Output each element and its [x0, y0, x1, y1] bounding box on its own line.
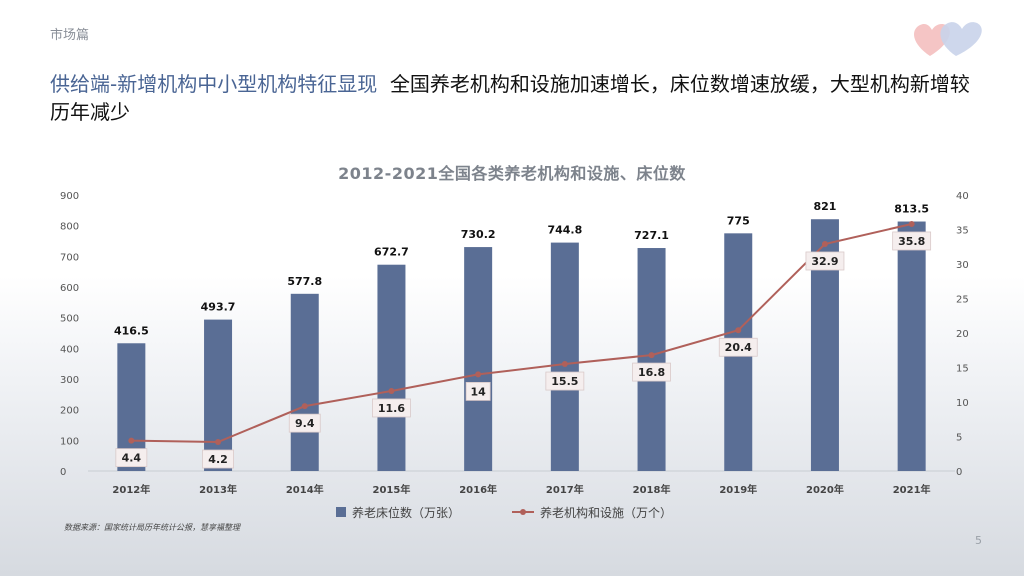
- bar: [550, 242, 579, 471]
- page-number: 5: [975, 534, 982, 547]
- line-data-label: 11.6: [378, 402, 405, 415]
- data-source-note: 数据来源：国家统计局历年统计公报，慧享福整理: [64, 523, 240, 532]
- line-label-box: [892, 231, 932, 251]
- line-data-label: 4.4: [122, 452, 142, 465]
- y-right-tick-label: 0: [956, 467, 962, 478]
- x-tick-label: 2012年: [112, 483, 150, 496]
- bar: [897, 221, 926, 471]
- chart-title: 2012-2021全国各类养老机构和设施、床位数: [338, 164, 686, 183]
- x-tick-label: 2021年: [893, 483, 931, 496]
- y-right-tick-label: 40: [956, 191, 969, 202]
- line-point: [561, 361, 568, 368]
- line-point: [388, 387, 395, 394]
- x-tick-label: 2014年: [286, 483, 324, 496]
- line-data-label: 4.2: [208, 453, 228, 466]
- line-label-box: [805, 251, 845, 271]
- y-right-tick-label: 30: [956, 260, 969, 271]
- line-point: [908, 220, 915, 227]
- bar: [204, 319, 233, 471]
- line-label-box: [545, 371, 585, 391]
- x-tick-label: 2018年: [633, 483, 671, 496]
- line-label-box: [288, 413, 321, 433]
- line-label-box: [115, 448, 148, 468]
- bar-data-label: 730.2: [461, 228, 496, 241]
- line-point: [735, 327, 742, 334]
- y-left-tick-label: 500: [60, 314, 79, 325]
- y-right-tick-label: 15: [956, 364, 969, 375]
- x-tick-label: 2020年: [806, 483, 844, 496]
- background-cityscape: [0, 276, 1024, 576]
- headline-body: 全国养老机构和设施加速增长，床位数增速放缓，大型机构新增较历年减少: [50, 72, 970, 124]
- bar-data-label: 775: [727, 214, 750, 227]
- y-right-tick-label: 35: [956, 226, 969, 237]
- y-left-tick-label: 900: [60, 191, 79, 202]
- headline-accent: 供给端-新增机构中小型机构特征显现: [50, 72, 378, 96]
- line-data-label: 35.8: [898, 235, 925, 248]
- line-point: [648, 352, 655, 359]
- line-point: [475, 371, 482, 378]
- y-left-tick-label: 100: [60, 436, 79, 447]
- bar-data-label: 577.8: [287, 275, 322, 288]
- x-tick-label: 2019年: [719, 483, 757, 496]
- x-tick-label: 2015年: [373, 483, 411, 496]
- y-right-tick-label: 20: [956, 329, 969, 340]
- bar-data-label: 672.7: [374, 246, 409, 259]
- x-tick-label: 2016年: [459, 483, 497, 496]
- y-left-tick-label: 700: [60, 252, 79, 263]
- bar-data-label: 727.1: [634, 229, 669, 242]
- line-data-label: 32.9: [811, 255, 838, 268]
- legend-swatch-bar: [336, 507, 346, 517]
- bar: [377, 264, 406, 471]
- y-right-tick-label: 5: [956, 433, 962, 444]
- line-label-box: [372, 398, 411, 418]
- line-point: [215, 439, 222, 446]
- bar: [290, 293, 319, 471]
- combo-chart: 0 100 200 300 400 500 600 700 800 900 0 5 10 15 20 25 30…: [60, 191, 969, 520]
- bar-data-label: 493.7: [201, 301, 236, 314]
- y-left-tick-label: 300: [60, 375, 79, 386]
- line-data-label: 20.4: [725, 341, 752, 354]
- x-tick-label: 2013年: [199, 483, 237, 496]
- line-data-label: 9.4: [295, 417, 315, 430]
- bar: [464, 247, 493, 471]
- x-tick-label: 2017年: [546, 483, 584, 496]
- y-left-tick-label: 400: [60, 344, 79, 355]
- bar: [637, 248, 666, 471]
- line-point: [301, 403, 308, 410]
- headline: 供给端-新增机构中小型机构特征显现 全国养老机构和设施加速增长，床位数增速放缓，…: [50, 70, 980, 126]
- y-left-tick-label: 800: [60, 222, 79, 233]
- line-label-box: [718, 337, 758, 357]
- line-data-label: 16.8: [638, 366, 665, 379]
- bar-data-label: 821: [813, 200, 836, 213]
- line-label-box: [465, 381, 491, 401]
- bar-data-label: 416.5: [114, 324, 149, 337]
- y-right-tick-label: 10: [956, 398, 969, 409]
- line-point: [128, 437, 135, 444]
- y-left-tick-label: 0: [60, 467, 66, 478]
- section-label: 市场篇: [50, 28, 90, 43]
- bar-data-label: 813.5: [894, 203, 929, 216]
- line-label-box: [202, 449, 234, 469]
- line-series: [131, 223, 912, 444]
- y-left-tick-label: 200: [60, 406, 79, 417]
- y-right-tick-label: 25: [956, 295, 969, 306]
- legend-swatch-point: [520, 509, 526, 515]
- line-label-box: [632, 362, 671, 382]
- y-left-tick-label: 600: [60, 283, 79, 294]
- legend-label-bar: 养老床位数（万张）: [352, 505, 460, 520]
- line-point: [821, 240, 828, 247]
- legend-label-line: 养老机构和设施（万个）: [540, 505, 672, 520]
- line-data-label: 14: [470, 385, 486, 398]
- bar-data-label: 744.8: [547, 224, 582, 237]
- line-data-label: 15.5: [551, 375, 578, 388]
- heart-logo-icon: [914, 22, 982, 56]
